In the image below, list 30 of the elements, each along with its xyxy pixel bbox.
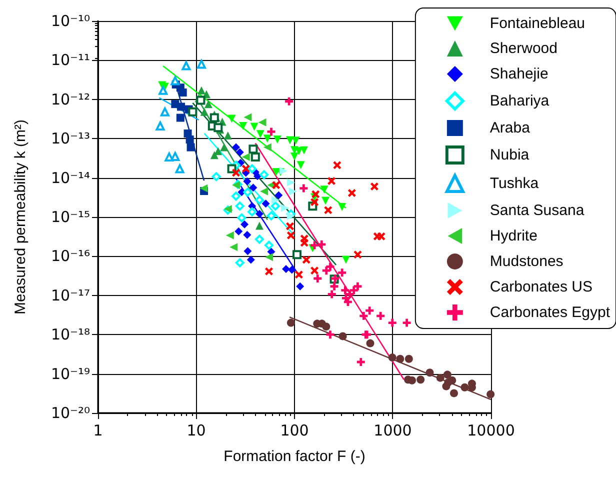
y-tick-label: 10⁻¹¹ — [50, 51, 90, 70]
y-tick-label: 10⁻¹⁸ — [50, 326, 90, 344]
legend-label: Carbonates Egypt — [490, 304, 611, 321]
y-tick-label: 10⁻¹⁰ — [50, 12, 90, 30]
legend-label: Bahariya — [490, 92, 550, 110]
legend-label: Hydrite — [490, 228, 538, 244]
y-tick-label: 10⁻¹⁵ — [50, 208, 90, 226]
legend-label: Fontainebleau — [490, 15, 586, 32]
y-tick-label: 10⁻¹³ — [50, 130, 90, 148]
x-tick-label: 10 — [186, 422, 206, 440]
x-tick-label: 10000 — [467, 422, 515, 440]
y-tick-label: 10⁻²⁰ — [50, 404, 90, 422]
x-tick-label: 1000 — [374, 422, 412, 440]
legend-label: Shahejie — [490, 66, 548, 82]
x-axis-title: Formation factor F (-) — [224, 448, 366, 465]
y-tick-label: 10⁻¹⁶ — [50, 247, 90, 266]
legend-label: Tushka — [490, 175, 540, 192]
y-tick-label: 10⁻¹⁷ — [50, 286, 90, 304]
legend-label: Sherwood — [490, 40, 558, 57]
legend-label: Nubia — [490, 146, 530, 164]
legend-label: Santa Susana — [490, 202, 585, 219]
x-tick-label: 100 — [280, 422, 309, 440]
legend-label: Carbonates US — [490, 278, 592, 296]
y-tick-label: 10⁻¹⁴ — [50, 168, 90, 187]
x-tick-label: 1 — [93, 422, 103, 440]
legend-label: Mudstones — [490, 253, 564, 270]
y-tick-label: 10⁻¹⁹ — [50, 364, 90, 383]
legend-label: Araba — [490, 120, 531, 136]
y-axis-title: Measured permeability k (m²) — [12, 119, 29, 315]
y-tick-label: 10⁻¹² — [50, 90, 90, 108]
